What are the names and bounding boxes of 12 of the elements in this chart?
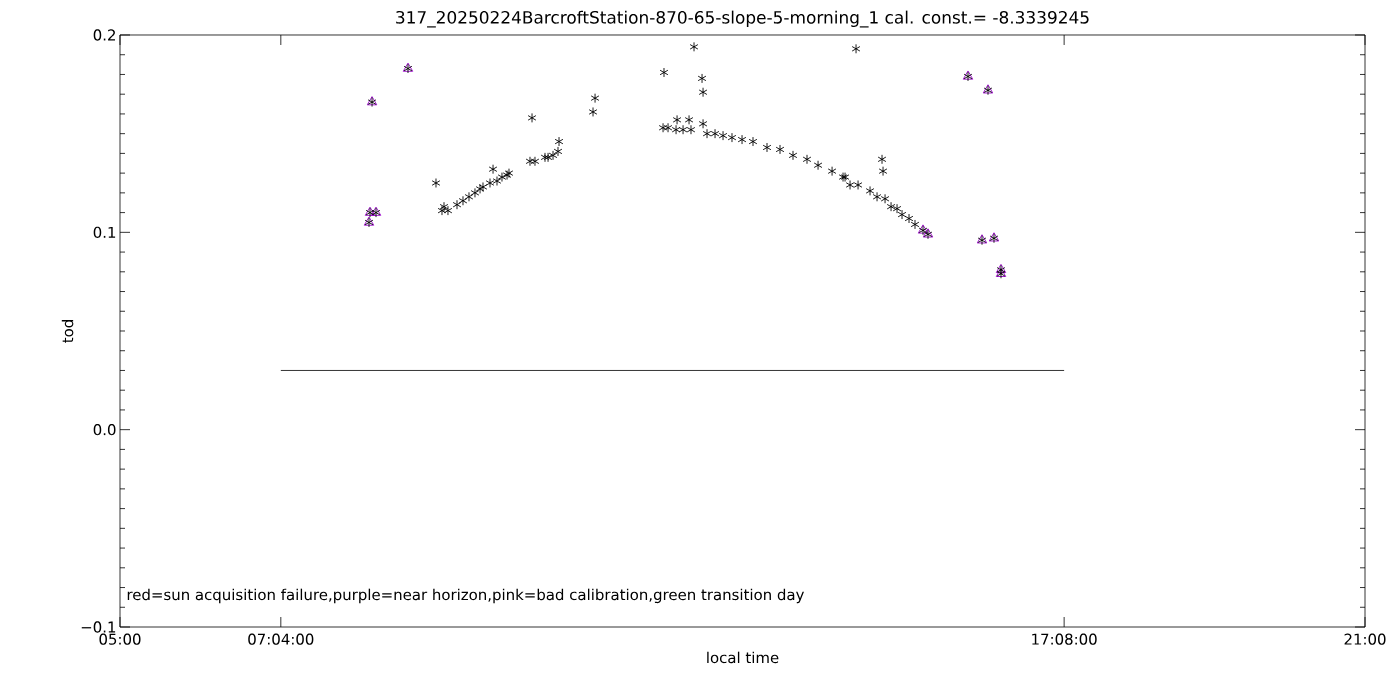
x-tick-label: 07:04:00 xyxy=(248,633,314,645)
annotation: red=sun acquisition failure,purple=near horizon,pink=bad calibration,green transition day xyxy=(127,588,804,604)
y-tick-label: 0.2 xyxy=(93,29,115,41)
x-tick-label: 17:08:00 xyxy=(1032,633,1097,645)
y-tick-label: 0.1 xyxy=(93,226,116,238)
x-tick-label: 21:00 xyxy=(1344,633,1386,645)
x-axis-title: local time xyxy=(707,651,779,664)
x-tick-label: 05:00 xyxy=(99,633,141,645)
chart-title: 317_20250224BarcroftStation-870-65-slope-5-morning_1 cal. const.= -8.3339245 xyxy=(396,10,1089,28)
y-axis-title: tod xyxy=(61,320,74,343)
y-tick-label: −0.1 xyxy=(81,621,116,633)
y-tick-label: 0.0 xyxy=(93,424,116,436)
